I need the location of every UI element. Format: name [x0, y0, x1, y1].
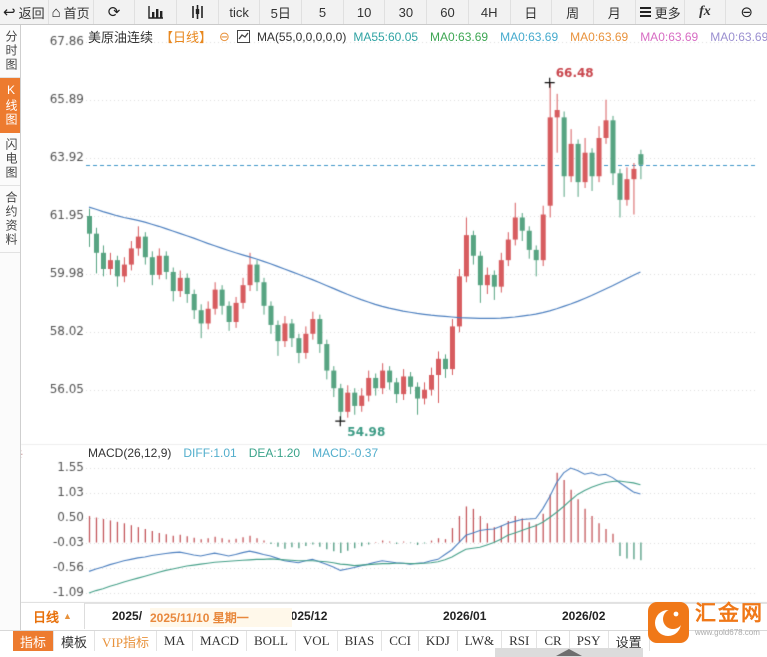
- tab-模板[interactable]: 模板: [54, 631, 96, 651]
- toolbar-label: tick: [229, 4, 249, 20]
- tab-设置[interactable]: 设置: [609, 631, 650, 651]
- zoom-out-icon: ⊖: [740, 3, 753, 21]
- toolbar-bar-chart[interactable]: [135, 0, 178, 24]
- toolbar-label: 更多: [654, 5, 681, 21]
- tab-KDJ[interactable]: KDJ: [419, 631, 458, 651]
- caret-up-icon: ▲: [63, 611, 72, 621]
- ma-readouts: MA55:60.05 MA0:63.69 MA0:63.69 MA0:63.69 MA0…: [353, 30, 767, 44]
- toolbar-30[interactable]: 30: [385, 0, 428, 24]
- toolbar-zoom-out[interactable]: ⊖: [726, 0, 767, 24]
- toolbar-home[interactable]: ⌂ 首页: [49, 0, 94, 24]
- toolbar-label: 60: [440, 4, 455, 20]
- macd-readout: DIFF:1.01: [183, 446, 237, 460]
- period-tag: 【日线】: [160, 30, 213, 45]
- tab-指标[interactable]: 指标: [13, 631, 55, 651]
- macd-formula: MACD(26,12,9): [88, 446, 172, 460]
- toolbar-5日[interactable]: 5日: [260, 0, 303, 24]
- toolbar-fx[interactable]: fx: [685, 0, 727, 24]
- toolbar-月[interactable]: 月: [594, 0, 636, 24]
- toolbar-周[interactable]: 周: [552, 0, 594, 24]
- tab-BOLL[interactable]: BOLL: [247, 631, 296, 651]
- x-axis-label: 2026/02: [562, 609, 606, 623]
- bottom-strip: [0, 651, 767, 657]
- sidebar-item-合约资料[interactable]: 合约资料: [0, 186, 20, 253]
- macd-readout: DEA:1.20: [248, 446, 301, 460]
- macd-header: MACD(26,12,9) DIFF:1.01 DEA:1.20 MACD:-0.3…: [88, 446, 378, 460]
- toolbar-menu[interactable]: 更多: [636, 0, 685, 24]
- logo-text: 汇金网: [695, 602, 764, 625]
- indicator-icon: [236, 30, 250, 43]
- toolbar-label: 30: [398, 4, 414, 20]
- toolbar-日[interactable]: 日: [511, 0, 553, 24]
- toolbar-label: 首页: [63, 5, 90, 21]
- toolbar-label: 周: [566, 5, 580, 21]
- sidebar-item-K线图[interactable]: K线图: [0, 78, 20, 133]
- tab-BIAS[interactable]: BIAS: [338, 631, 383, 651]
- logo-crescent-icon: [648, 602, 689, 643]
- x-axis-label: 2026/01: [443, 609, 487, 623]
- sidebar-item-闪电图[interactable]: 闪电图: [0, 133, 20, 186]
- x-axis-label: 2025/: [112, 609, 143, 623]
- kline-macd-chart[interactable]: [0, 0, 767, 605]
- toolbar-label: 日: [524, 5, 538, 21]
- tab-RSI[interactable]: RSI: [502, 631, 538, 651]
- macd-readout: MACD:-0.37: [312, 446, 379, 460]
- toolbar-label: 4H: [480, 4, 498, 20]
- x-axis: 2025/2025/12 2026/01 2026/02 2025/11/10 星期一: [21, 603, 767, 631]
- toolbar-label: fx: [699, 4, 711, 19]
- toolbar-candlestick[interactable]: [177, 0, 219, 24]
- toolbar-back[interactable]: ↩ 返回: [0, 0, 49, 24]
- ma-readout: MA0:63.69: [570, 29, 629, 44]
- logo-url: www.gold678.com: [695, 628, 760, 637]
- bar-chart-icon: [148, 5, 164, 19]
- toolbar-label: 5: [318, 4, 327, 20]
- period-selector-button[interactable]: 日线 ▲: [21, 603, 85, 629]
- drawer-handle[interactable]: [495, 648, 643, 657]
- macd-readouts: DIFF:1.01 DEA:1.20 MACD:-0.37: [183, 446, 378, 460]
- tab-PSY[interactable]: PSY: [570, 631, 609, 651]
- ma-readout: MA0:63.69: [640, 29, 699, 44]
- top-toolbar: ↩ 返回 ⌂ 首页 ⟳ tick 5日 5 10 30 60 4H 日周月更多 fx ⊖: [0, 0, 767, 25]
- chart-type-sidebar: 分时图 K线图 闪电图 合约资料: [0, 25, 21, 657]
- tab-MACD[interactable]: MACD: [193, 631, 247, 651]
- refresh-icon: ⟳: [107, 3, 121, 21]
- toolbar-label: 月: [607, 5, 621, 21]
- toolbar-10[interactable]: 10: [344, 0, 386, 24]
- toolbar-label: 返回: [18, 5, 45, 21]
- tab-VOL[interactable]: VOL: [296, 631, 338, 651]
- back-icon: ↩: [3, 3, 16, 21]
- crosshair-date-label: 2025/11/10 星期一: [150, 608, 292, 627]
- menu-icon: [639, 7, 651, 17]
- x-axis-label: 2025/12: [284, 609, 328, 623]
- ma-readout: MA0:63.69: [710, 29, 767, 44]
- toolbar-tick[interactable]: tick: [219, 0, 261, 24]
- drawer-arrow-icon: [556, 649, 582, 656]
- toolbar-refresh[interactable]: ⟳: [94, 0, 136, 24]
- period-selector-label: 日线: [33, 609, 60, 625]
- ma-readout: MA0:63.69: [430, 29, 489, 44]
- toolbar-4H[interactable]: 4H: [469, 0, 511, 24]
- chart-header: 美原油连续 【日线】 ⊖ MA(55,0,0,0,0,0) MA55:60.05…: [88, 27, 767, 46]
- tab-MA[interactable]: MA: [157, 631, 193, 651]
- toolbar-label: 5日: [270, 5, 291, 21]
- ma-formula: MA(55,0,0,0,0,0): [256, 29, 347, 44]
- collapse-icon[interactable]: ⊖: [219, 28, 230, 44]
- ma-readout: MA55:60.05: [353, 29, 419, 44]
- instrument-title: 美原油连续: [88, 30, 154, 45]
- candlestick-icon: [190, 5, 205, 19]
- tab-CR[interactable]: CR: [537, 631, 570, 651]
- sidebar-item-分时图[interactable]: 分时图: [0, 25, 20, 78]
- toolbar-label: 10: [356, 4, 372, 20]
- toolbar-5[interactable]: 5: [302, 0, 344, 24]
- home-icon: ⌂: [51, 3, 61, 21]
- tab-VIP指标[interactable]: VIP指标: [95, 631, 157, 651]
- tab-CCI[interactable]: CCI: [382, 631, 419, 651]
- ma-readout: MA0:63.69: [500, 29, 559, 44]
- toolbar-60[interactable]: 60: [427, 0, 469, 24]
- site-logo: 汇金网 www.gold678.com: [648, 602, 764, 643]
- indicator-tab-bar: 指标 模板 VIP指标 MA MACD BOLL VOL BIAS CCI KDJ LW& RSI CR…: [0, 630, 767, 651]
- tab-LW&[interactable]: LW&: [458, 631, 503, 651]
